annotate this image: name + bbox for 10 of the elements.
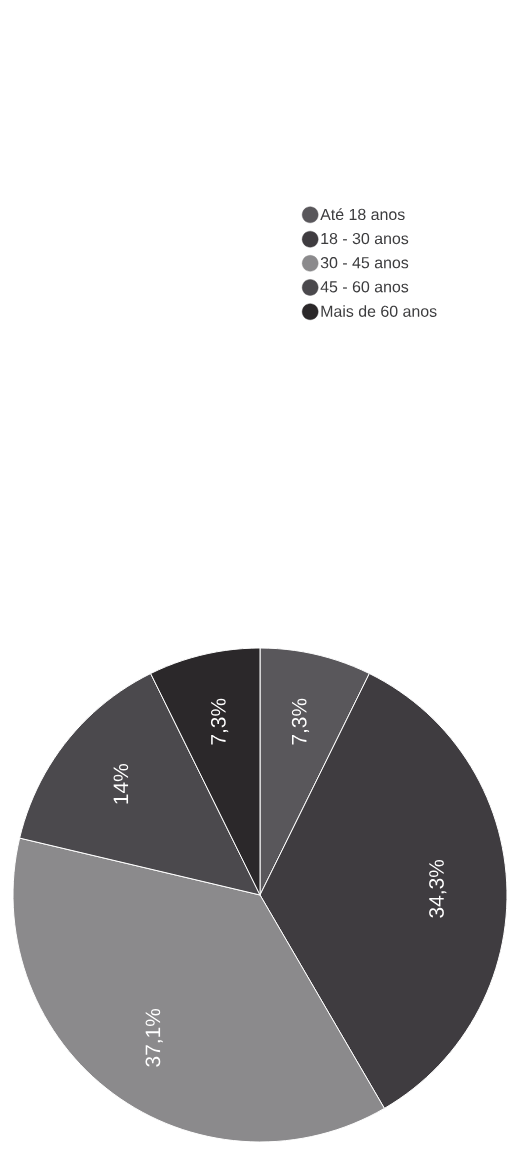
legend-label: 30 - 45 anos	[320, 257, 408, 269]
legend-label: Até 18 anos	[319, 208, 405, 221]
legend-label: 18 - 30 anos	[321, 232, 408, 245]
data-label: 37,1%	[145, 1008, 163, 1067]
data-label: 7,3%	[210, 698, 228, 745]
data-label: 14%	[113, 764, 128, 804]
legend-label: Mais de 60 anos	[321, 305, 437, 317]
data-label: 34,3%	[428, 859, 447, 918]
legend-label: 45 - 60 anos	[320, 281, 408, 293]
data-label: 7,3%	[291, 698, 309, 745]
